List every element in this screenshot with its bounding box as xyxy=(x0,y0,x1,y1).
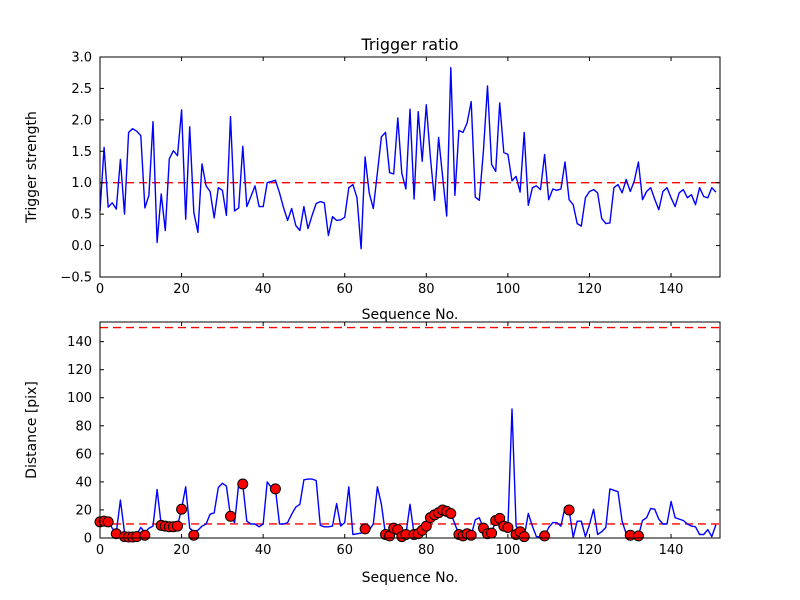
x-tick-label: 60 xyxy=(336,282,353,297)
x-tick-label: 80 xyxy=(418,543,435,558)
scatter-point xyxy=(445,507,457,519)
scatter-point xyxy=(518,531,530,543)
distance-plot-area: 0 20 40 60 80 100 120 140 0 20 40 60 80 100 120 140 xyxy=(67,321,721,558)
y-tick-label: 140 xyxy=(67,335,92,350)
x-tick-label: 100 xyxy=(495,543,520,558)
y-tick-label: 0.0 xyxy=(71,239,92,254)
y-tick-label: 40 xyxy=(75,475,92,490)
y-tick-label: 3.0 xyxy=(71,51,92,66)
scatter-point xyxy=(188,529,200,541)
x-tick-label: 20 xyxy=(173,282,190,297)
scatter-point xyxy=(102,516,114,528)
x-tick-label: 0 xyxy=(96,543,104,558)
axes-background xyxy=(100,322,720,538)
x-tick-label: 100 xyxy=(495,282,520,297)
axes-background xyxy=(100,57,720,277)
y-tick-label: 100 xyxy=(67,391,92,406)
scatter-point xyxy=(465,529,477,541)
top-x-axis-label: Sequence No. xyxy=(362,307,459,323)
y-tick-label: 120 xyxy=(67,363,92,378)
trigger-ratio-plot-area: 0 20 40 60 80 100 120 140 −0.5 0.0 0.5 1.0 1.5 2.0 2.5… xyxy=(60,51,721,297)
x-tick-label: 120 xyxy=(577,543,602,558)
y-tick-label: 0 xyxy=(84,532,92,547)
line-series xyxy=(99,66,717,250)
scatter-point xyxy=(539,530,551,542)
axes-frame xyxy=(99,56,721,278)
y-tick-label: 0.5 xyxy=(71,208,92,223)
y-tick-label: 1.0 xyxy=(71,176,92,191)
y-tick-label: 60 xyxy=(75,447,92,462)
scatter-point xyxy=(176,503,188,515)
line-series xyxy=(99,408,717,538)
x-tick-label: 20 xyxy=(173,543,190,558)
top-y-axis-label: Trigger strength xyxy=(24,111,40,224)
x-tick-label: 140 xyxy=(659,282,684,297)
x-tick-label: 40 xyxy=(255,543,272,558)
scatter-point xyxy=(139,529,151,541)
x-tick-label: 120 xyxy=(577,282,602,297)
y-tick-label: 1.5 xyxy=(71,145,92,160)
scatter-point xyxy=(359,523,371,535)
scatter-point xyxy=(172,520,183,532)
scatter-point xyxy=(225,510,237,522)
x-tick-label: 40 xyxy=(255,282,272,297)
axes-frame xyxy=(99,321,721,539)
scatter-point xyxy=(563,504,575,516)
chart-title: Trigger ratio xyxy=(360,35,458,54)
scatter-point xyxy=(269,483,281,495)
scatter-point xyxy=(502,521,514,533)
y-tick-label: 2.0 xyxy=(71,113,92,128)
y-tick-label: 80 xyxy=(75,419,92,434)
bottom-x-axis-label: Sequence No. xyxy=(362,570,459,586)
y-tick-label: −0.5 xyxy=(60,271,92,286)
x-tick-label: 60 xyxy=(336,543,353,558)
y-tick-label: 2.5 xyxy=(71,82,92,97)
bottom-y-axis-label: Distance [pix] xyxy=(24,381,40,479)
x-tick-label: 0 xyxy=(96,282,104,297)
scatter-point xyxy=(237,478,249,490)
y-tick-label: 20 xyxy=(75,503,92,518)
scatter-point xyxy=(486,527,498,539)
scatter-point xyxy=(632,530,644,542)
x-tick-label: 80 xyxy=(418,282,435,297)
x-tick-label: 140 xyxy=(659,543,684,558)
